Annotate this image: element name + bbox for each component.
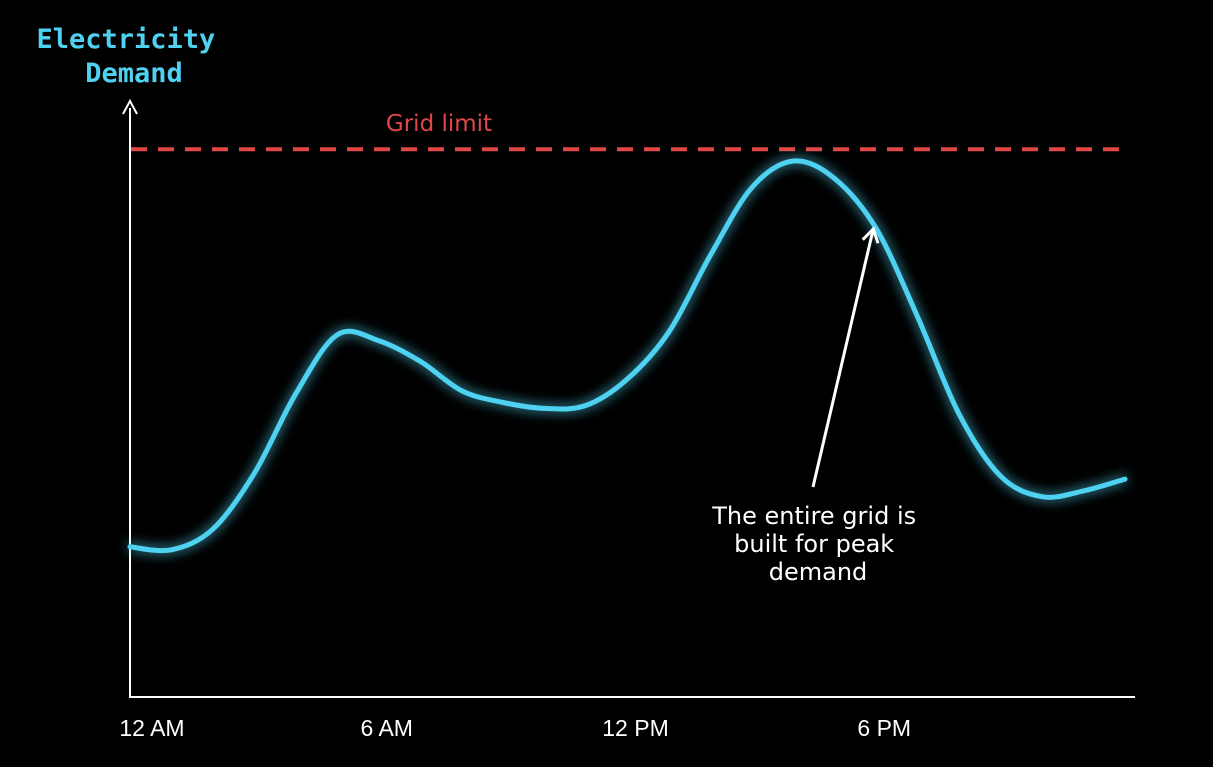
y-axis-label-line-2: Demand — [85, 58, 183, 89]
x-tick-labels: 12 AM 6 AM 12 PM 6 PM — [119, 715, 911, 741]
y-axis-arrowhead — [122, 98, 138, 115]
annotation-line-2: built for peak — [734, 530, 894, 558]
annotation-arrow — [811, 228, 875, 488]
annotation-arrowhead — [861, 226, 880, 244]
grid-limit-label: Grid limit — [386, 111, 492, 137]
annotation-line-3: demand — [769, 558, 868, 586]
demand-curve — [127, 158, 1128, 554]
x-tick-label: 6 PM — [857, 715, 911, 741]
x-tick-label: 12 AM — [119, 715, 184, 741]
y-axis-label-line-1: Electricity — [36, 24, 215, 55]
annotation-line-1: The entire grid is — [711, 502, 916, 530]
annotation-text: The entire grid is built for peak demand — [711, 502, 924, 586]
y-axis-label: Electricity Demand — [36, 24, 231, 89]
x-tick-label: 6 AM — [361, 715, 413, 741]
x-tick-label: 12 PM — [602, 715, 668, 741]
